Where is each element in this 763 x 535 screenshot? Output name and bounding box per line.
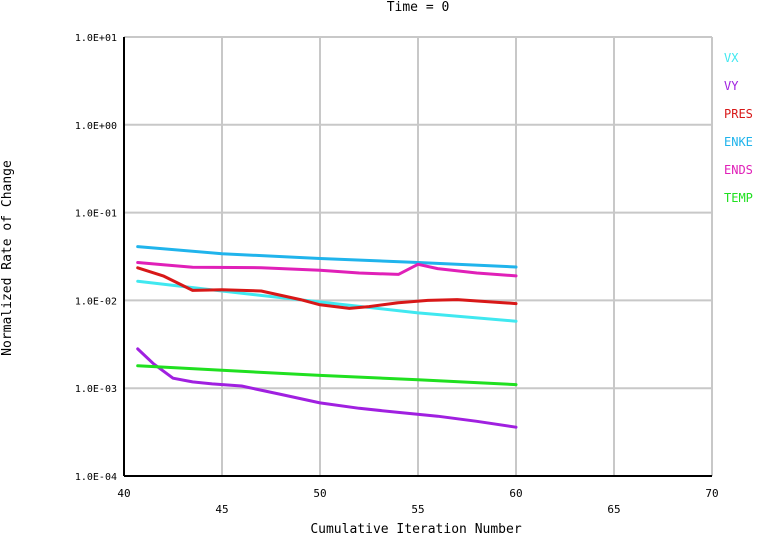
axes	[123, 37, 712, 477]
series-line-vx	[136, 279, 518, 323]
legend-item-ends: ENDS	[724, 163, 753, 177]
x-tick-label: 45	[215, 503, 228, 516]
chart-title: Time = 0	[387, 0, 450, 15]
x-tick-label: 50	[313, 487, 326, 500]
grid	[124, 36, 713, 476]
x-tick-labels: 40 45 50 55 60 65 70	[117, 487, 718, 516]
y-tick-labels: 1.0E-04 1.0E-03 1.0E-02 1.0E-01 1.0E+00 1.0E+…	[75, 33, 117, 483]
y-tick-label: 1.0E+00	[75, 121, 117, 132]
legend-item-vx: VX	[724, 51, 739, 65]
x-tick-label: 40	[117, 487, 130, 500]
x-tick-label: 70	[705, 487, 718, 500]
series-lines	[136, 245, 518, 429]
series-line-ends	[136, 261, 518, 278]
legend-item-temp: TEMP	[724, 191, 753, 205]
legend-item-vy: VY	[724, 79, 739, 93]
x-tick-label: 55	[411, 503, 424, 516]
x-tick-label: 65	[607, 503, 620, 516]
x-tick-label: 60	[509, 487, 522, 500]
legend: VX VY PRES ENKE ENDS TEMP	[724, 51, 753, 205]
y-axis-label: Normalized Rate of Change	[0, 160, 15, 356]
series-line-vy	[136, 347, 518, 429]
y-tick-label: 1.0E-02	[75, 296, 117, 307]
y-tick-label: 1.0E-04	[75, 472, 117, 483]
y-tick-label: 1.0E-03	[75, 384, 117, 395]
legend-item-enke: ENKE	[724, 135, 753, 149]
legend-item-pres: PRES	[724, 107, 753, 121]
series-line-enke	[136, 245, 518, 269]
y-tick-label: 1.0E+01	[75, 33, 117, 44]
x-axis-label: Cumulative Iteration Number	[310, 522, 521, 535]
y-tick-label: 1.0E-01	[75, 209, 117, 220]
series-line-pres	[136, 266, 518, 310]
series-line-temp	[136, 364, 518, 387]
